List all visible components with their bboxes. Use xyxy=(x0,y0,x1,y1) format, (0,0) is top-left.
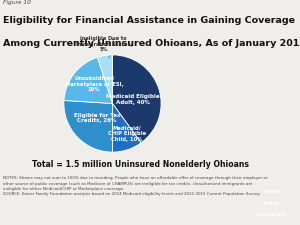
Text: Medicaid/
CHIP Eligible
Child, 10%: Medicaid/ CHIP Eligible Child, 10% xyxy=(108,125,146,142)
Wedge shape xyxy=(64,57,112,104)
Text: Unsubsidized
Marketplace or ESI,
19%: Unsubsidized Marketplace or ESI, 19% xyxy=(65,76,123,92)
Text: Medicaid Eligible
Adult, 40%: Medicaid Eligible Adult, 40% xyxy=(106,94,160,105)
Text: KAISER: KAISER xyxy=(263,190,280,194)
Wedge shape xyxy=(112,55,161,143)
Wedge shape xyxy=(64,100,112,152)
Text: Figure 10: Figure 10 xyxy=(3,0,31,5)
Text: Eligible for Tax
Credits, 26%: Eligible for Tax Credits, 26% xyxy=(74,113,120,124)
Text: FOUNDATION: FOUNDATION xyxy=(256,213,287,217)
Text: Among Currently Uninsured Ohioans, As of January 2014: Among Currently Uninsured Ohioans, As of… xyxy=(3,39,300,48)
Text: Total = 1.5 million Uninsured Nonelderly Ohioans: Total = 1.5 million Uninsured Nonelderly… xyxy=(32,160,250,169)
Text: NOTES: Shares may not sum to 100% due to rounding. People who have an affordable: NOTES: Shares may not sum to 100% due to… xyxy=(3,176,268,196)
Wedge shape xyxy=(98,55,112,104)
Text: Ineligible Due to
Immigration Status,
5%: Ineligible Due to Immigration Status, 5% xyxy=(76,36,132,52)
Text: FAMILY: FAMILY xyxy=(263,202,280,206)
Text: Eligibility for Financial Assistance in Gaining Coverage: Eligibility for Financial Assistance in … xyxy=(3,16,295,25)
Wedge shape xyxy=(112,104,141,152)
